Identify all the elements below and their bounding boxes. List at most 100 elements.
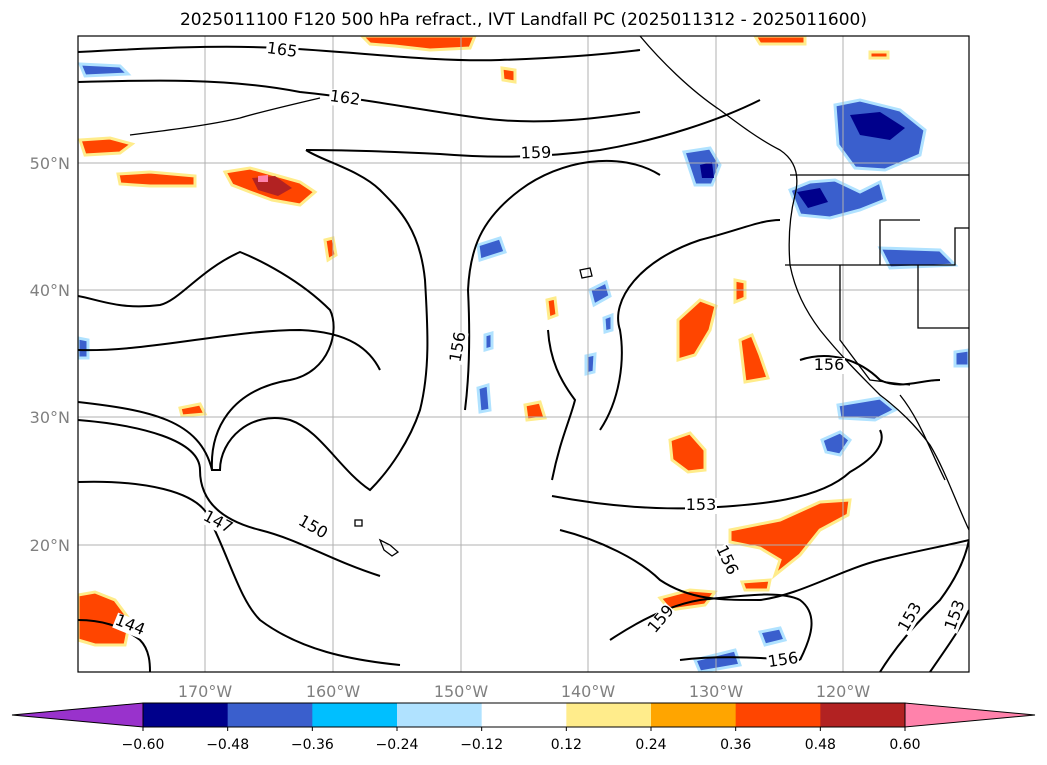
contour-line bbox=[599, 219, 781, 431]
latitude-label: 20°N bbox=[30, 536, 70, 555]
colorbar-tick-label: 0.60 bbox=[889, 737, 920, 753]
contour-line bbox=[78, 328, 381, 371]
map-title: 2025011100 F120 500 hPa refract., IVT La… bbox=[179, 10, 867, 30]
positive-region bbox=[668, 431, 707, 474]
colorbar-tick-label: 0.12 bbox=[551, 737, 582, 753]
contour-label-bg bbox=[447, 330, 469, 366]
colorbar-tick-label: −0.12 bbox=[460, 737, 503, 753]
contour-line bbox=[609, 593, 813, 661]
latitude-label: 50°N bbox=[30, 154, 70, 173]
negative-region bbox=[476, 236, 507, 262]
negative-region bbox=[602, 312, 614, 334]
negative-region bbox=[588, 279, 612, 308]
longitude-label: 170°W bbox=[178, 682, 233, 701]
negative-region bbox=[700, 162, 714, 178]
contour-label-bg bbox=[644, 602, 678, 638]
colorbar-tick-label: 0.24 bbox=[635, 737, 666, 753]
colorbar-outline bbox=[142, 702, 906, 728]
colorbar-tick-label: −0.24 bbox=[376, 737, 419, 753]
colorbar-segment bbox=[820, 703, 906, 727]
positive-region bbox=[868, 50, 890, 60]
positive-region bbox=[728, 498, 852, 580]
contour-line bbox=[464, 159, 661, 411]
contour-label-bg bbox=[813, 358, 845, 374]
colorbar-tick-label: −0.36 bbox=[291, 737, 334, 753]
contour-line bbox=[78, 45, 641, 62]
contour-line bbox=[799, 355, 941, 386]
positive-region bbox=[733, 278, 747, 305]
positive-region bbox=[753, 36, 807, 46]
positive-region bbox=[359, 36, 477, 52]
positive-region bbox=[258, 175, 268, 182]
contour-label-bg bbox=[712, 543, 742, 579]
coastline bbox=[129, 97, 321, 136]
positive-region bbox=[178, 402, 208, 418]
contour-label: 165 bbox=[266, 38, 299, 61]
negative-region bbox=[797, 188, 828, 208]
negative-shading bbox=[78, 62, 969, 672]
contour-line bbox=[78, 79, 641, 123]
positive-region bbox=[523, 400, 547, 422]
contour-line bbox=[929, 609, 969, 672]
contour-label: 162 bbox=[329, 86, 362, 109]
positive-region bbox=[323, 236, 338, 263]
graticule bbox=[78, 36, 969, 672]
contour-label: 159 bbox=[520, 142, 551, 162]
negative-region bbox=[78, 336, 90, 360]
negative-region bbox=[850, 112, 905, 140]
contour-label: 156 bbox=[814, 355, 845, 374]
negative-region bbox=[483, 331, 494, 352]
contour-line bbox=[547, 329, 577, 481]
negative-region bbox=[953, 348, 969, 368]
colorbar-tick-label: −0.48 bbox=[206, 737, 249, 753]
colorbar-segment bbox=[735, 703, 821, 727]
longitude-label: 120°W bbox=[816, 682, 871, 701]
negative-region bbox=[692, 648, 742, 672]
longitude-label: 130°W bbox=[689, 682, 744, 701]
contour-label-bg bbox=[200, 508, 236, 538]
contour-label-bg bbox=[328, 88, 362, 110]
colorbar-tick-label: 0.48 bbox=[805, 737, 836, 753]
negative-region bbox=[584, 352, 597, 376]
contour-label-bg bbox=[942, 598, 968, 634]
colorbar-segment bbox=[227, 703, 313, 727]
positive-region bbox=[500, 66, 517, 84]
longitude-label: 140°W bbox=[561, 682, 616, 701]
coastline bbox=[899, 394, 946, 481]
contour-label-bg bbox=[519, 145, 553, 163]
colorbar-segment bbox=[397, 703, 483, 727]
coastline bbox=[354, 519, 363, 527]
negative-region bbox=[476, 383, 492, 414]
positive-shading bbox=[78, 36, 890, 647]
coastline bbox=[917, 265, 969, 329]
latitude-label: 40°N bbox=[30, 281, 70, 300]
contour-line bbox=[551, 429, 883, 510]
negative-region bbox=[836, 396, 898, 422]
negative-region bbox=[78, 62, 132, 78]
contour-line bbox=[559, 529, 969, 602]
colorbar: −0.60 −0.48 −0.36 −0.24 −0.12 0.12 0.24 0.36 0.4… bbox=[11, 702, 1036, 753]
positive-region bbox=[739, 578, 772, 592]
contour-label: 153 bbox=[686, 495, 717, 514]
longitude-label: 150°W bbox=[434, 682, 489, 701]
latitude-label: 30°N bbox=[30, 408, 70, 427]
coastline bbox=[839, 265, 911, 386]
colorbar-segment bbox=[651, 703, 737, 727]
colorbar-segment bbox=[312, 703, 398, 727]
longitude-labels: 170°W 160°W 150°W 140°W 130°W 120°W bbox=[178, 682, 871, 701]
coastline bbox=[579, 267, 593, 279]
positive-region bbox=[545, 296, 559, 321]
coastline bbox=[785, 227, 969, 266]
contour-line bbox=[78, 149, 429, 492]
longitude-label: 160°W bbox=[306, 682, 361, 701]
contour-line bbox=[78, 401, 213, 471]
contour-label-bg bbox=[685, 498, 717, 514]
contour-line bbox=[78, 619, 151, 672]
colorbar-tick-label: −0.60 bbox=[122, 737, 165, 753]
colorbar-extend-min bbox=[11, 702, 144, 728]
positive-region bbox=[676, 298, 718, 363]
coastlines bbox=[129, 36, 969, 557]
map-frame bbox=[77, 35, 970, 673]
